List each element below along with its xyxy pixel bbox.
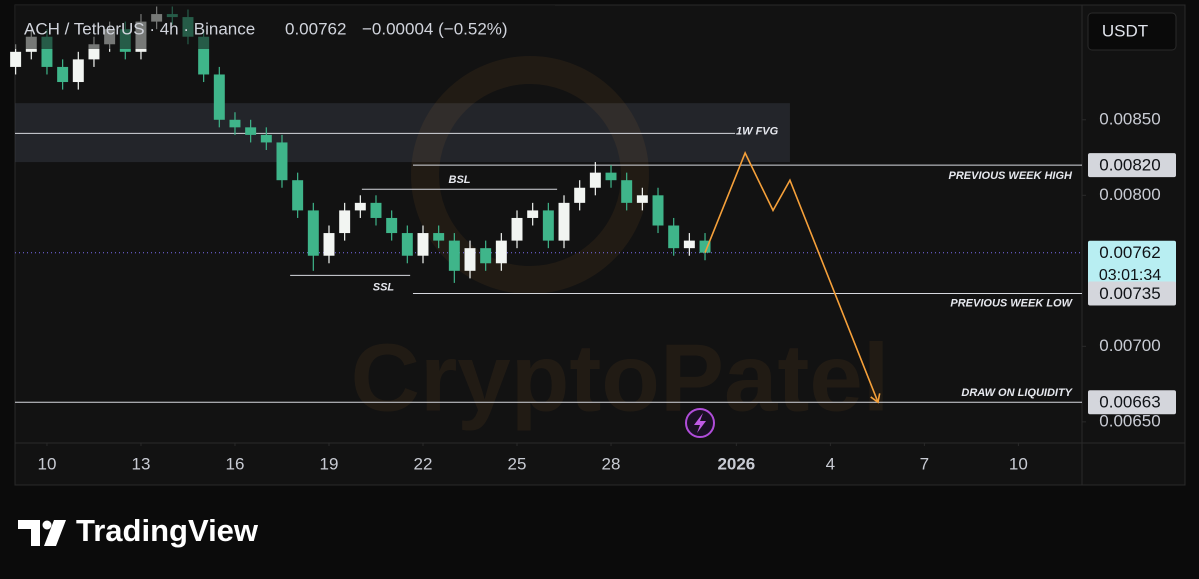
x-tick-label: 22 (414, 454, 433, 473)
header-backdrop (15, 5, 555, 49)
price-tag-label: 0.00735 (1099, 284, 1160, 303)
x-tick-label: 7 (920, 454, 929, 473)
last-price: 0.00762 (285, 19, 346, 38)
price-tag-label: 0.00820 (1099, 156, 1160, 175)
candle-body (683, 240, 695, 249)
zone-layer (15, 103, 790, 163)
candle-body (636, 195, 648, 203)
candle-body (41, 36, 53, 67)
candle-body (464, 248, 476, 271)
candle-body (527, 210, 539, 218)
level-label: DRAW ON LIQUIDITY (961, 387, 1073, 399)
x-tick-label: 2026 (717, 454, 755, 473)
candle-body (72, 59, 84, 83)
candle-body (370, 202, 382, 218)
logo-v (44, 520, 66, 546)
tradingview-logo (18, 520, 66, 546)
candle-body (589, 172, 601, 188)
x-tick-label: 19 (320, 454, 339, 473)
logo-t (18, 520, 40, 546)
candle-body (276, 142, 288, 181)
price-tag (1088, 153, 1176, 178)
fvg-zone (15, 103, 790, 163)
candle-body (307, 210, 319, 256)
price-tag (1088, 281, 1176, 306)
price-tag-label: 0.00762 (1099, 243, 1160, 262)
level-label: PREVIOUS WEEK HIGH (949, 170, 1074, 182)
x-tick-label: 25 (508, 454, 527, 473)
symbol-title: ACH / TetherUS · 4h · Binance (24, 19, 255, 38)
candle-body (401, 233, 413, 256)
x-tick-label: 10 (38, 454, 57, 473)
price-countdown: 03:01:34 (1099, 267, 1161, 284)
x-tick-label: 4 (826, 454, 835, 473)
candle-body (88, 44, 100, 60)
currency-button[interactable] (1087, 12, 1177, 51)
candle-body (668, 225, 680, 249)
brand-name: TradingView (76, 513, 259, 548)
candle-body (542, 210, 554, 241)
level-label: SSL (373, 281, 395, 293)
candle-body (699, 240, 711, 253)
candle-body (386, 217, 398, 234)
price-tag (1088, 240, 1176, 287)
projection-arrowhead (870, 393, 881, 404)
candle-body (605, 172, 617, 181)
price-tag (1088, 390, 1176, 415)
candle-body (417, 233, 429, 256)
candle-body (652, 195, 664, 226)
candle-body (245, 127, 257, 135)
y-tick-label: 0.00850 (1099, 109, 1160, 128)
candle-body (292, 180, 304, 211)
x-tick-label: 16 (226, 454, 245, 473)
candle-body (260, 134, 272, 143)
x-tick-label: 13 (132, 454, 151, 473)
chart-layer: 1W FVG PREVIOUS WEEK HIGH BSL SSL PREVIOUS W… (10, 6, 1082, 404)
logo-dot (42, 520, 52, 530)
watermark-logo (411, 56, 649, 294)
currency-label[interactable]: USDT (1102, 21, 1148, 40)
y-tick-label: 0.00650 (1099, 411, 1160, 430)
level-label: BSL (449, 174, 471, 186)
x-tick-label: 10 (1009, 454, 1028, 473)
candle-body (480, 248, 492, 264)
candle-body (339, 210, 351, 234)
chart-panel (14, 4, 1186, 486)
y-tick-label: 0.00800 (1099, 185, 1160, 204)
watermark: CryptoPatel (351, 324, 890, 431)
candle-body (10, 51, 22, 67)
candle-body (354, 202, 366, 211)
x-tick-label: 28 (602, 454, 621, 473)
candle-body (495, 240, 507, 264)
candle-body (574, 187, 586, 203)
y-tick-label: 0.00700 (1099, 336, 1160, 355)
candle-body (558, 202, 570, 241)
candle-body (433, 233, 445, 241)
level-label: PREVIOUS WEEK LOW (950, 297, 1073, 309)
candle-body (229, 119, 241, 128)
lightning-bolt (694, 413, 706, 433)
candle-body (57, 66, 69, 83)
candle-body (621, 180, 633, 203)
candle-body (213, 74, 225, 120)
level-label: 1W FVG (736, 125, 779, 137)
candle-body (511, 217, 523, 241)
candle-body (198, 36, 210, 75)
projection-path (704, 151, 879, 403)
candle-body (448, 240, 460, 271)
price-tag-label: 0.00663 (1099, 393, 1160, 412)
candle-body (323, 233, 335, 256)
price-change: −0.00004 (−0.52%) (362, 19, 508, 38)
